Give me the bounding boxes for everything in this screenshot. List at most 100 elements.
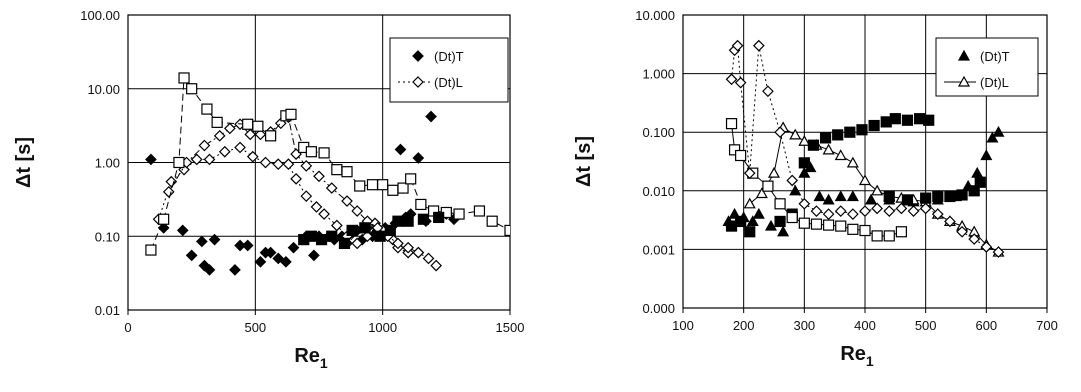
data-point — [822, 208, 835, 220]
data-point — [883, 230, 895, 242]
y-tick-label: 0.10 — [95, 229, 120, 244]
data-point — [300, 190, 313, 202]
data-point — [752, 207, 765, 219]
y-tick-label: 0.000 — [642, 301, 675, 316]
data-point — [871, 230, 883, 242]
series-5 — [298, 211, 445, 249]
data-point — [895, 226, 908, 238]
data-point — [859, 205, 871, 217]
data-point — [254, 255, 267, 268]
data-point — [402, 241, 414, 254]
data-point — [196, 235, 208, 248]
x-tick-label: 300 — [793, 318, 815, 333]
legend-label: (Dt)L — [980, 75, 1009, 90]
data-point — [856, 124, 868, 136]
data-point — [944, 190, 956, 203]
data-point — [786, 211, 798, 224]
data-point — [173, 156, 185, 169]
data-point — [229, 264, 241, 276]
data-point — [944, 215, 956, 228]
data-point — [834, 149, 847, 161]
data-point — [387, 184, 399, 196]
data-point — [932, 190, 944, 203]
data-point — [351, 205, 364, 217]
data-point — [834, 190, 847, 202]
x-axis-title-subscript: 1 — [320, 355, 328, 371]
data-point — [847, 223, 859, 235]
data-point — [865, 193, 878, 205]
data-point — [310, 201, 323, 213]
data-point — [392, 215, 404, 227]
data-point — [901, 194, 914, 206]
series-3 — [162, 111, 425, 259]
data-point — [807, 139, 820, 151]
data-point — [844, 126, 856, 138]
data-point — [956, 225, 968, 238]
data-point — [735, 149, 747, 162]
x-tick-label: 400 — [854, 318, 876, 333]
series-line — [749, 126, 999, 253]
legend-box — [389, 37, 509, 103]
y-axis-title: Δt [s] — [573, 136, 595, 187]
chart-panel-1: 0.01 0.10 1.00 10.00 100.00 0 500 1000 1500 Re1 Δt… — [13, 8, 524, 371]
data-point — [846, 156, 859, 168]
data-point — [264, 246, 277, 259]
x-axis-title: Re1 — [840, 343, 874, 369]
x-axis-title-subscript: 1 — [866, 353, 874, 369]
series-line — [731, 123, 902, 237]
data-point — [486, 215, 498, 227]
data-point — [330, 219, 343, 232]
data-point — [798, 157, 810, 169]
x-tick-label: 500 — [244, 320, 266, 335]
data-point — [252, 120, 264, 132]
data-point — [417, 213, 430, 225]
series-2 — [152, 141, 442, 272]
data-point — [789, 128, 802, 140]
data-point — [178, 72, 190, 84]
data-point — [746, 215, 759, 227]
data-point — [254, 128, 267, 141]
data-point — [287, 241, 300, 254]
x-tick-label: 1000 — [368, 320, 397, 335]
data-point — [318, 147, 330, 159]
data-point — [285, 108, 297, 120]
data-point — [326, 230, 338, 242]
data-point — [176, 224, 189, 237]
data-point — [305, 230, 317, 242]
y-tick-label: 0.001 — [642, 242, 675, 257]
data-point — [931, 208, 944, 220]
data-point — [280, 255, 292, 268]
series-4 — [725, 118, 908, 242]
data-point — [377, 179, 389, 191]
data-point — [883, 205, 896, 217]
data-point — [242, 118, 254, 130]
data-point — [453, 208, 465, 220]
data-point — [346, 224, 358, 237]
y-tick-label: 100.00 — [80, 8, 120, 23]
x-tick-label: 200 — [733, 318, 755, 333]
data-point — [755, 187, 768, 199]
data-point — [777, 225, 790, 237]
data-point — [847, 208, 859, 220]
y-tick-label: 0.01 — [95, 303, 120, 318]
y-tick-label: 10.00 — [87, 82, 120, 97]
data-point — [272, 158, 285, 170]
data-point — [158, 213, 170, 225]
data-point — [272, 252, 285, 265]
chart-panel-2: 0.000 0.001 0.010 0.100 1.000 10.000 100 200 300… — [573, 8, 1058, 369]
data-point — [835, 220, 847, 232]
data-point — [211, 116, 223, 128]
data-point — [901, 114, 914, 126]
plot-frame — [127, 14, 511, 311]
data-point — [208, 233, 221, 246]
x-tick-label: 0 — [124, 320, 131, 335]
data-point — [374, 230, 386, 242]
data-point — [767, 166, 781, 178]
data-point — [968, 185, 980, 197]
series-1 — [145, 110, 460, 276]
data-point — [392, 237, 404, 250]
data-point — [186, 83, 198, 95]
legend-label: (Dt)T — [980, 49, 1010, 64]
data-point — [819, 132, 832, 144]
legend-label: (Dt)L — [434, 75, 463, 90]
